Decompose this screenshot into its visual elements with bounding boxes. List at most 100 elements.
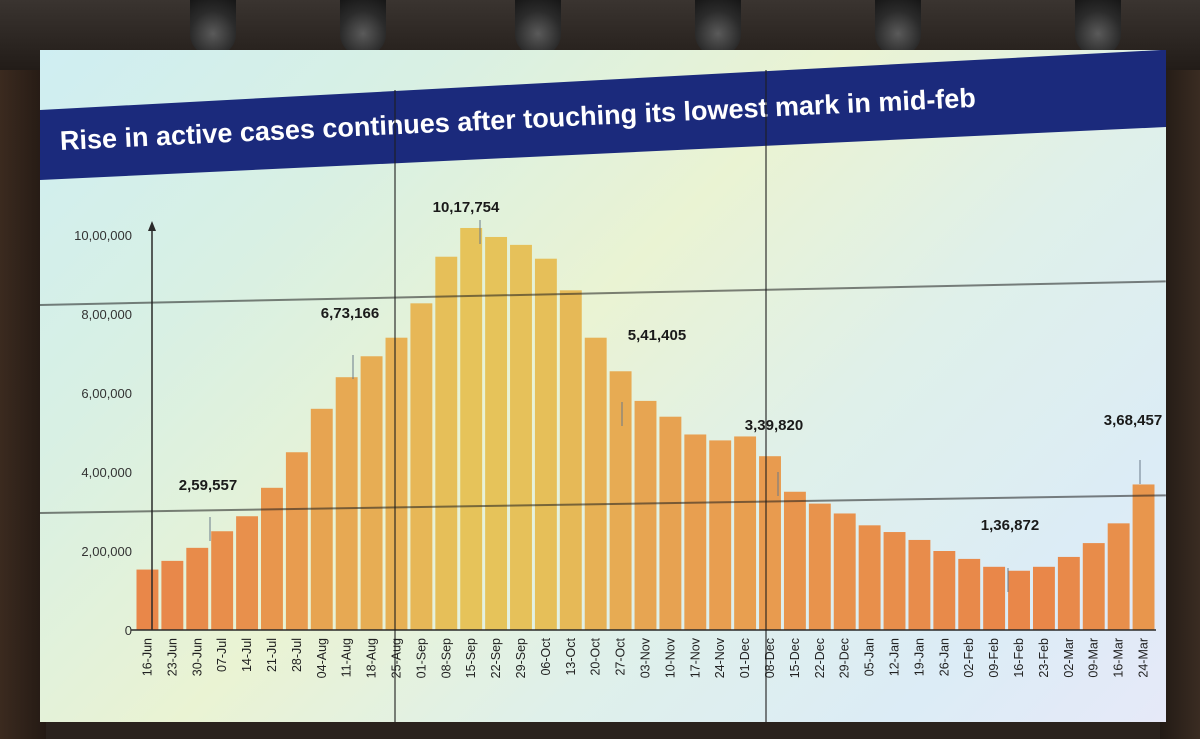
bar xyxy=(1132,484,1155,630)
x-tick-label: 09-Mar xyxy=(1087,638,1101,678)
bar xyxy=(958,558,981,630)
bar xyxy=(211,531,234,630)
bar xyxy=(285,452,308,630)
active-cases-chart: 0 2,00,000 4,00,000 6,00,000 8,00,000 10,00,0… xyxy=(74,199,1162,678)
bar xyxy=(833,513,856,630)
bar xyxy=(584,337,607,630)
bar xyxy=(983,566,1006,630)
x-tick-label: 15-Dec xyxy=(788,638,802,678)
annotation-label: 3,39,820 xyxy=(745,417,803,434)
x-tick-label: 18-Aug xyxy=(365,638,379,678)
x-tick-label: 17-Nov xyxy=(688,637,702,678)
x-tick-label: 22-Sep xyxy=(489,638,503,678)
bar xyxy=(310,408,333,630)
bar xyxy=(186,547,209,630)
bar xyxy=(460,227,483,630)
bar xyxy=(136,569,159,630)
annotation-label: 2,59,557 xyxy=(179,477,237,494)
x-tick-label: 02-Feb xyxy=(962,638,976,678)
x-tick-label: 04-Aug xyxy=(315,638,329,678)
bar xyxy=(659,416,682,630)
y-tick-label: 2,00,000 xyxy=(81,544,132,559)
bar xyxy=(485,236,508,630)
screen-seam xyxy=(765,70,767,722)
y-tick-label: 0 xyxy=(125,623,132,638)
bar xyxy=(783,491,806,630)
x-tick-label: 27-Oct xyxy=(614,637,628,675)
x-tick-label: 29-Dec xyxy=(838,638,852,678)
x-tick-label: 06-Oct xyxy=(539,637,553,675)
bar xyxy=(335,377,358,630)
x-tick-label: 12-Jan xyxy=(888,638,902,676)
wall-left xyxy=(0,70,46,739)
bar xyxy=(933,551,956,630)
x-tick-label: 16-Jun xyxy=(140,638,154,676)
x-tick-label: 01-Dec xyxy=(738,638,752,678)
bar xyxy=(1057,556,1080,630)
bar xyxy=(261,487,283,630)
stage-light-icon xyxy=(190,0,236,56)
stage-light-icon xyxy=(695,0,741,56)
presentation-screen: Rise in active cases continues after tou… xyxy=(40,50,1166,722)
x-tick-label: 05-Jan xyxy=(863,638,877,676)
x-tick-label: 07-Jul xyxy=(215,638,229,672)
x-tick-label: 15-Sep xyxy=(464,638,478,678)
y-axis-arrow-icon xyxy=(148,221,156,231)
y-tick-label: 8,00,000 xyxy=(81,307,132,322)
annotation-label: 6,73,166 xyxy=(321,305,379,322)
annotation-label: 3,68,457 xyxy=(1104,412,1162,429)
x-tick-label: 16-Mar xyxy=(1112,638,1126,678)
bar xyxy=(684,434,707,630)
x-tick-label: 22-Dec xyxy=(813,638,827,678)
annotation-label: 10,17,754 xyxy=(433,199,500,216)
bar xyxy=(410,303,433,630)
bar xyxy=(858,525,881,630)
bar xyxy=(360,356,383,630)
bar xyxy=(1107,523,1130,630)
bar xyxy=(559,290,582,630)
bar xyxy=(1008,570,1030,630)
x-tick-label: 23-Jun xyxy=(165,638,179,676)
x-tick-label: 10-Nov xyxy=(663,637,677,678)
x-tick-label: 13-Oct xyxy=(564,637,578,675)
x-tick-label: 24-Nov xyxy=(713,637,727,678)
bar xyxy=(385,337,408,630)
bar xyxy=(883,532,906,630)
y-tick-label: 6,00,000 xyxy=(81,386,132,401)
y-tick-label: 4,00,000 xyxy=(81,465,132,480)
annotation-label: 1,36,872 xyxy=(981,517,1039,534)
bar xyxy=(709,440,732,630)
screen-seam xyxy=(394,90,396,722)
annotation-label: 5,41,405 xyxy=(628,327,686,344)
bar xyxy=(1082,543,1105,630)
x-tick-label: 30-Jun xyxy=(190,638,204,676)
x-tick-label: 24-Mar xyxy=(1137,638,1151,678)
x-tick-label: 19-Jan xyxy=(912,638,926,676)
bar xyxy=(534,258,557,630)
x-tick-label: 02-Mar xyxy=(1062,638,1076,678)
stage-light-icon xyxy=(1075,0,1121,56)
stage-light-icon xyxy=(875,0,921,56)
x-tick-label: 09-Feb xyxy=(987,638,1001,678)
x-tick-label: 20-Oct xyxy=(589,637,603,675)
x-tick-label: 29-Sep xyxy=(514,638,528,678)
bar xyxy=(435,256,458,630)
x-tick-label: 01-Sep xyxy=(414,638,428,678)
bar xyxy=(609,371,632,630)
bar xyxy=(236,516,259,630)
x-tick-label: 14-Jul xyxy=(240,638,254,672)
x-tick-label: 23-Feb xyxy=(1037,638,1051,678)
x-tick-label: 11-Aug xyxy=(340,638,354,677)
x-tick-label: 21-Jul xyxy=(265,638,279,672)
x-tick-label: 03-Nov xyxy=(639,637,653,678)
stage-light-icon xyxy=(515,0,561,56)
bar xyxy=(161,560,184,630)
wall-right xyxy=(1160,70,1200,739)
x-tick-label: 26-Jan xyxy=(937,638,951,676)
bar xyxy=(1032,566,1055,630)
bar xyxy=(734,436,757,630)
x-tick-label: 28-Jul xyxy=(290,638,304,672)
bar xyxy=(510,244,532,630)
stage-light-icon xyxy=(340,0,386,56)
bar xyxy=(808,503,831,630)
